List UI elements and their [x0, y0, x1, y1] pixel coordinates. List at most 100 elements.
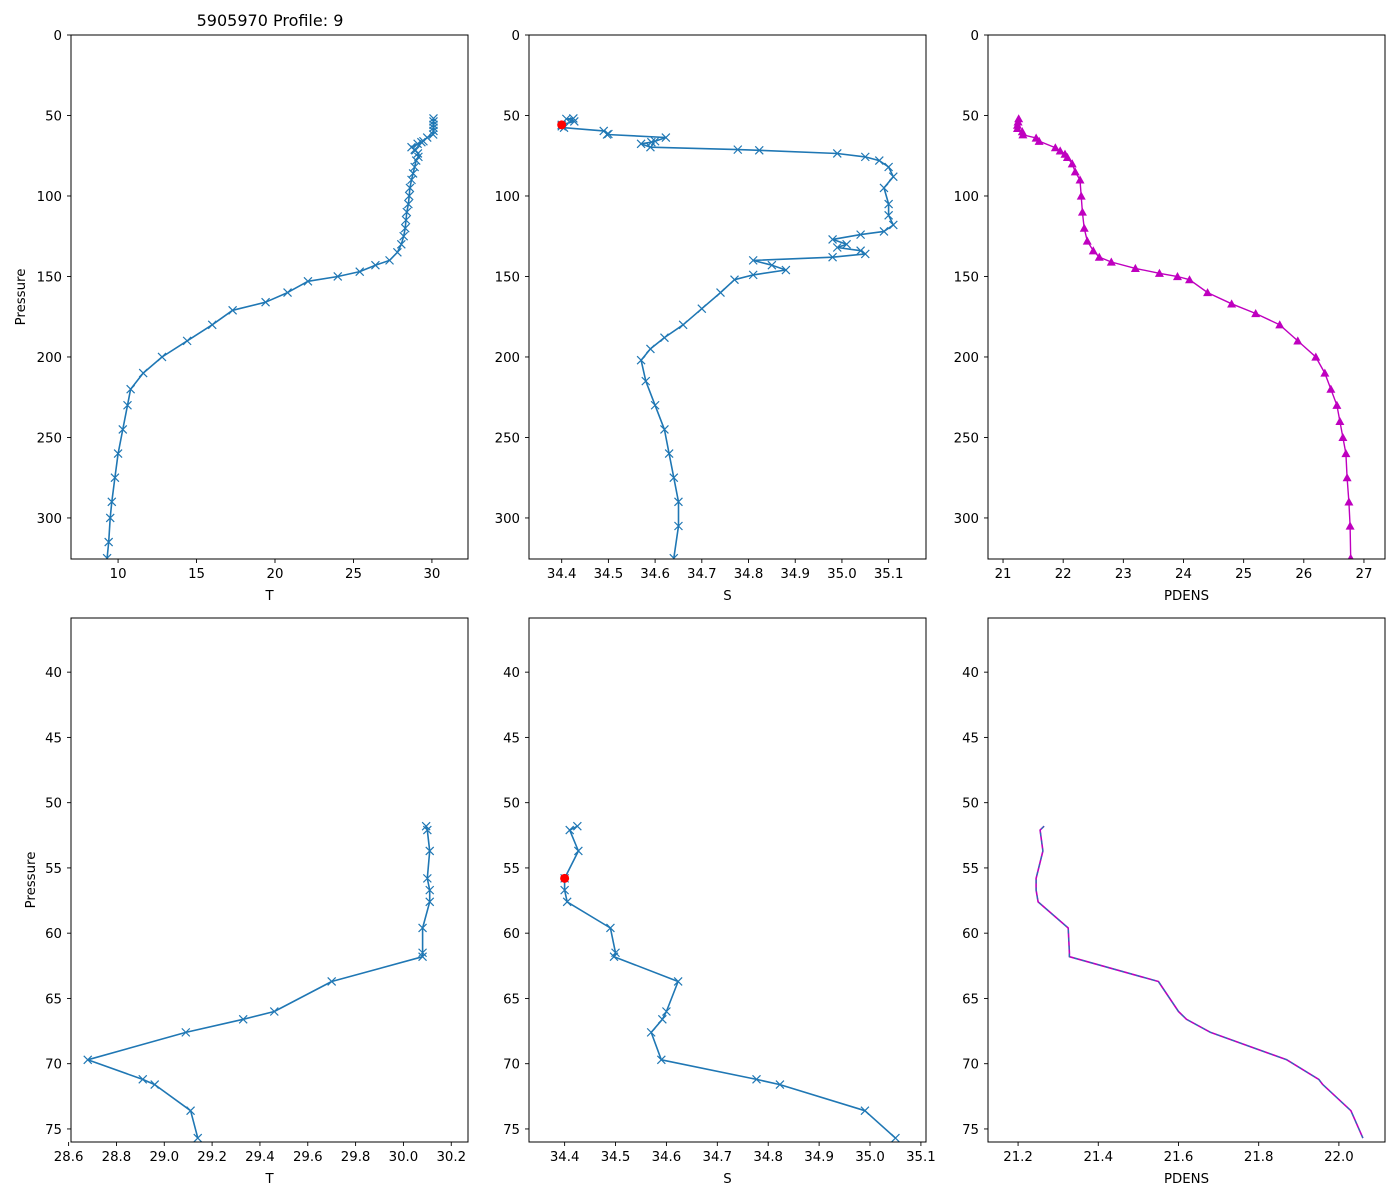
data-point [660, 424, 669, 434]
data-point [228, 305, 238, 315]
y-tick-label: 55 [962, 862, 979, 877]
data-point [1203, 288, 1213, 297]
y-tick-label: 300 [495, 512, 520, 527]
data-point [425, 846, 435, 856]
data-point [828, 252, 838, 262]
data-point [110, 473, 120, 483]
axes-frame [528, 34, 927, 560]
y-tick-label: 75 [503, 1123, 520, 1138]
y-tick-label: 45 [503, 731, 520, 746]
plot-area [1012, 114, 1355, 559]
data-point [856, 246, 866, 256]
y-tick-label: 50 [962, 109, 979, 124]
panel-bottom-temp: 28.6 28.8 29.0 29.2 29.4 29.6 29.8 30.0 30.2 40 45… [24, 617, 469, 1187]
y-tick-label: 200 [37, 351, 62, 366]
axes-frame [70, 617, 469, 1143]
y-tick-label: 40 [962, 666, 979, 681]
data-point [333, 272, 343, 281]
data-point [775, 1080, 785, 1090]
data-point [1338, 432, 1348, 442]
data-point [118, 424, 128, 434]
x-tick-label: 34.7 [703, 1150, 733, 1165]
data-point [425, 897, 435, 907]
data-point [193, 1133, 203, 1142]
data-point [1067, 159, 1077, 168]
data-point [1082, 236, 1092, 245]
data-point [407, 175, 416, 185]
data-point [83, 1055, 93, 1065]
data-point [1345, 521, 1355, 530]
data-point [105, 513, 115, 523]
data-point [673, 977, 683, 986]
data-point [1077, 207, 1087, 216]
data-point [636, 355, 646, 365]
data-point [1062, 152, 1072, 161]
data-point [138, 368, 148, 378]
data-point [748, 270, 758, 280]
data-point [860, 249, 870, 259]
x-tick-label: 21.2 [1003, 1150, 1033, 1165]
data-point [1154, 268, 1164, 277]
data-point [429, 117, 438, 126]
data-point [860, 1106, 870, 1116]
y-tick-label: 70 [503, 1058, 520, 1073]
data-point [674, 497, 683, 507]
data-point [842, 239, 852, 249]
data-point [418, 923, 427, 933]
y-axis-label: Pressure [14, 269, 29, 326]
data-point [1275, 320, 1285, 329]
y-tick-label: 70 [45, 1058, 62, 1073]
data-point [413, 139, 423, 149]
data-point [1344, 497, 1354, 506]
y-tick-label: 75 [962, 1123, 979, 1138]
y-axis-label: Pressure [24, 852, 39, 909]
x-axis-label: S [723, 589, 731, 604]
data-point [405, 183, 415, 193]
data-point [157, 352, 167, 362]
data-point [428, 130, 438, 139]
data-point [781, 265, 791, 275]
x-tick-label: 23 [1115, 567, 1132, 582]
data-point [569, 117, 579, 126]
data-point [657, 1014, 667, 1024]
y-tick-label: 50 [45, 797, 62, 812]
y-tick-label: 55 [45, 862, 62, 877]
data-point [609, 952, 619, 962]
x-tick-label: 22.0 [1324, 1150, 1354, 1165]
x-tick-label: 28.8 [102, 1150, 132, 1165]
data-point [891, 1133, 900, 1142]
y-tick-label: 100 [495, 190, 520, 205]
data-point [752, 1074, 761, 1084]
data-point [1034, 136, 1044, 145]
series-line [106, 118, 435, 559]
y-tick-label: 250 [37, 431, 62, 446]
data-point [888, 172, 898, 182]
data-point [884, 210, 894, 220]
x-tick-label: 35.1 [874, 567, 904, 582]
data-point [418, 948, 427, 958]
y-tick-label: 40 [45, 666, 62, 681]
y-tick-label: 60 [503, 927, 520, 942]
data-point [1012, 123, 1022, 132]
x-tick-label: 34.9 [804, 1150, 834, 1165]
data-point [1335, 416, 1345, 425]
y-tick-label: 250 [954, 431, 979, 446]
data-point [641, 376, 651, 386]
data-point [400, 223, 410, 233]
data-point [748, 255, 758, 265]
data-point [716, 288, 725, 297]
plot-area [102, 113, 438, 559]
data-point [832, 149, 842, 158]
y-tick-label: 300 [954, 512, 979, 527]
y-tick-label: 50 [45, 109, 62, 124]
data-point [429, 113, 438, 123]
y-tick-label: 65 [962, 992, 979, 1007]
plot-area [560, 821, 900, 1142]
y-tick-label: 70 [962, 1058, 979, 1073]
x-tick-label: 29.6 [293, 1150, 323, 1165]
data-point [730, 275, 739, 285]
x-tick-label: 35.1 [906, 1150, 936, 1165]
y-tick-label: 65 [503, 992, 520, 1007]
data-point [403, 199, 413, 209]
data-point [1055, 146, 1065, 155]
